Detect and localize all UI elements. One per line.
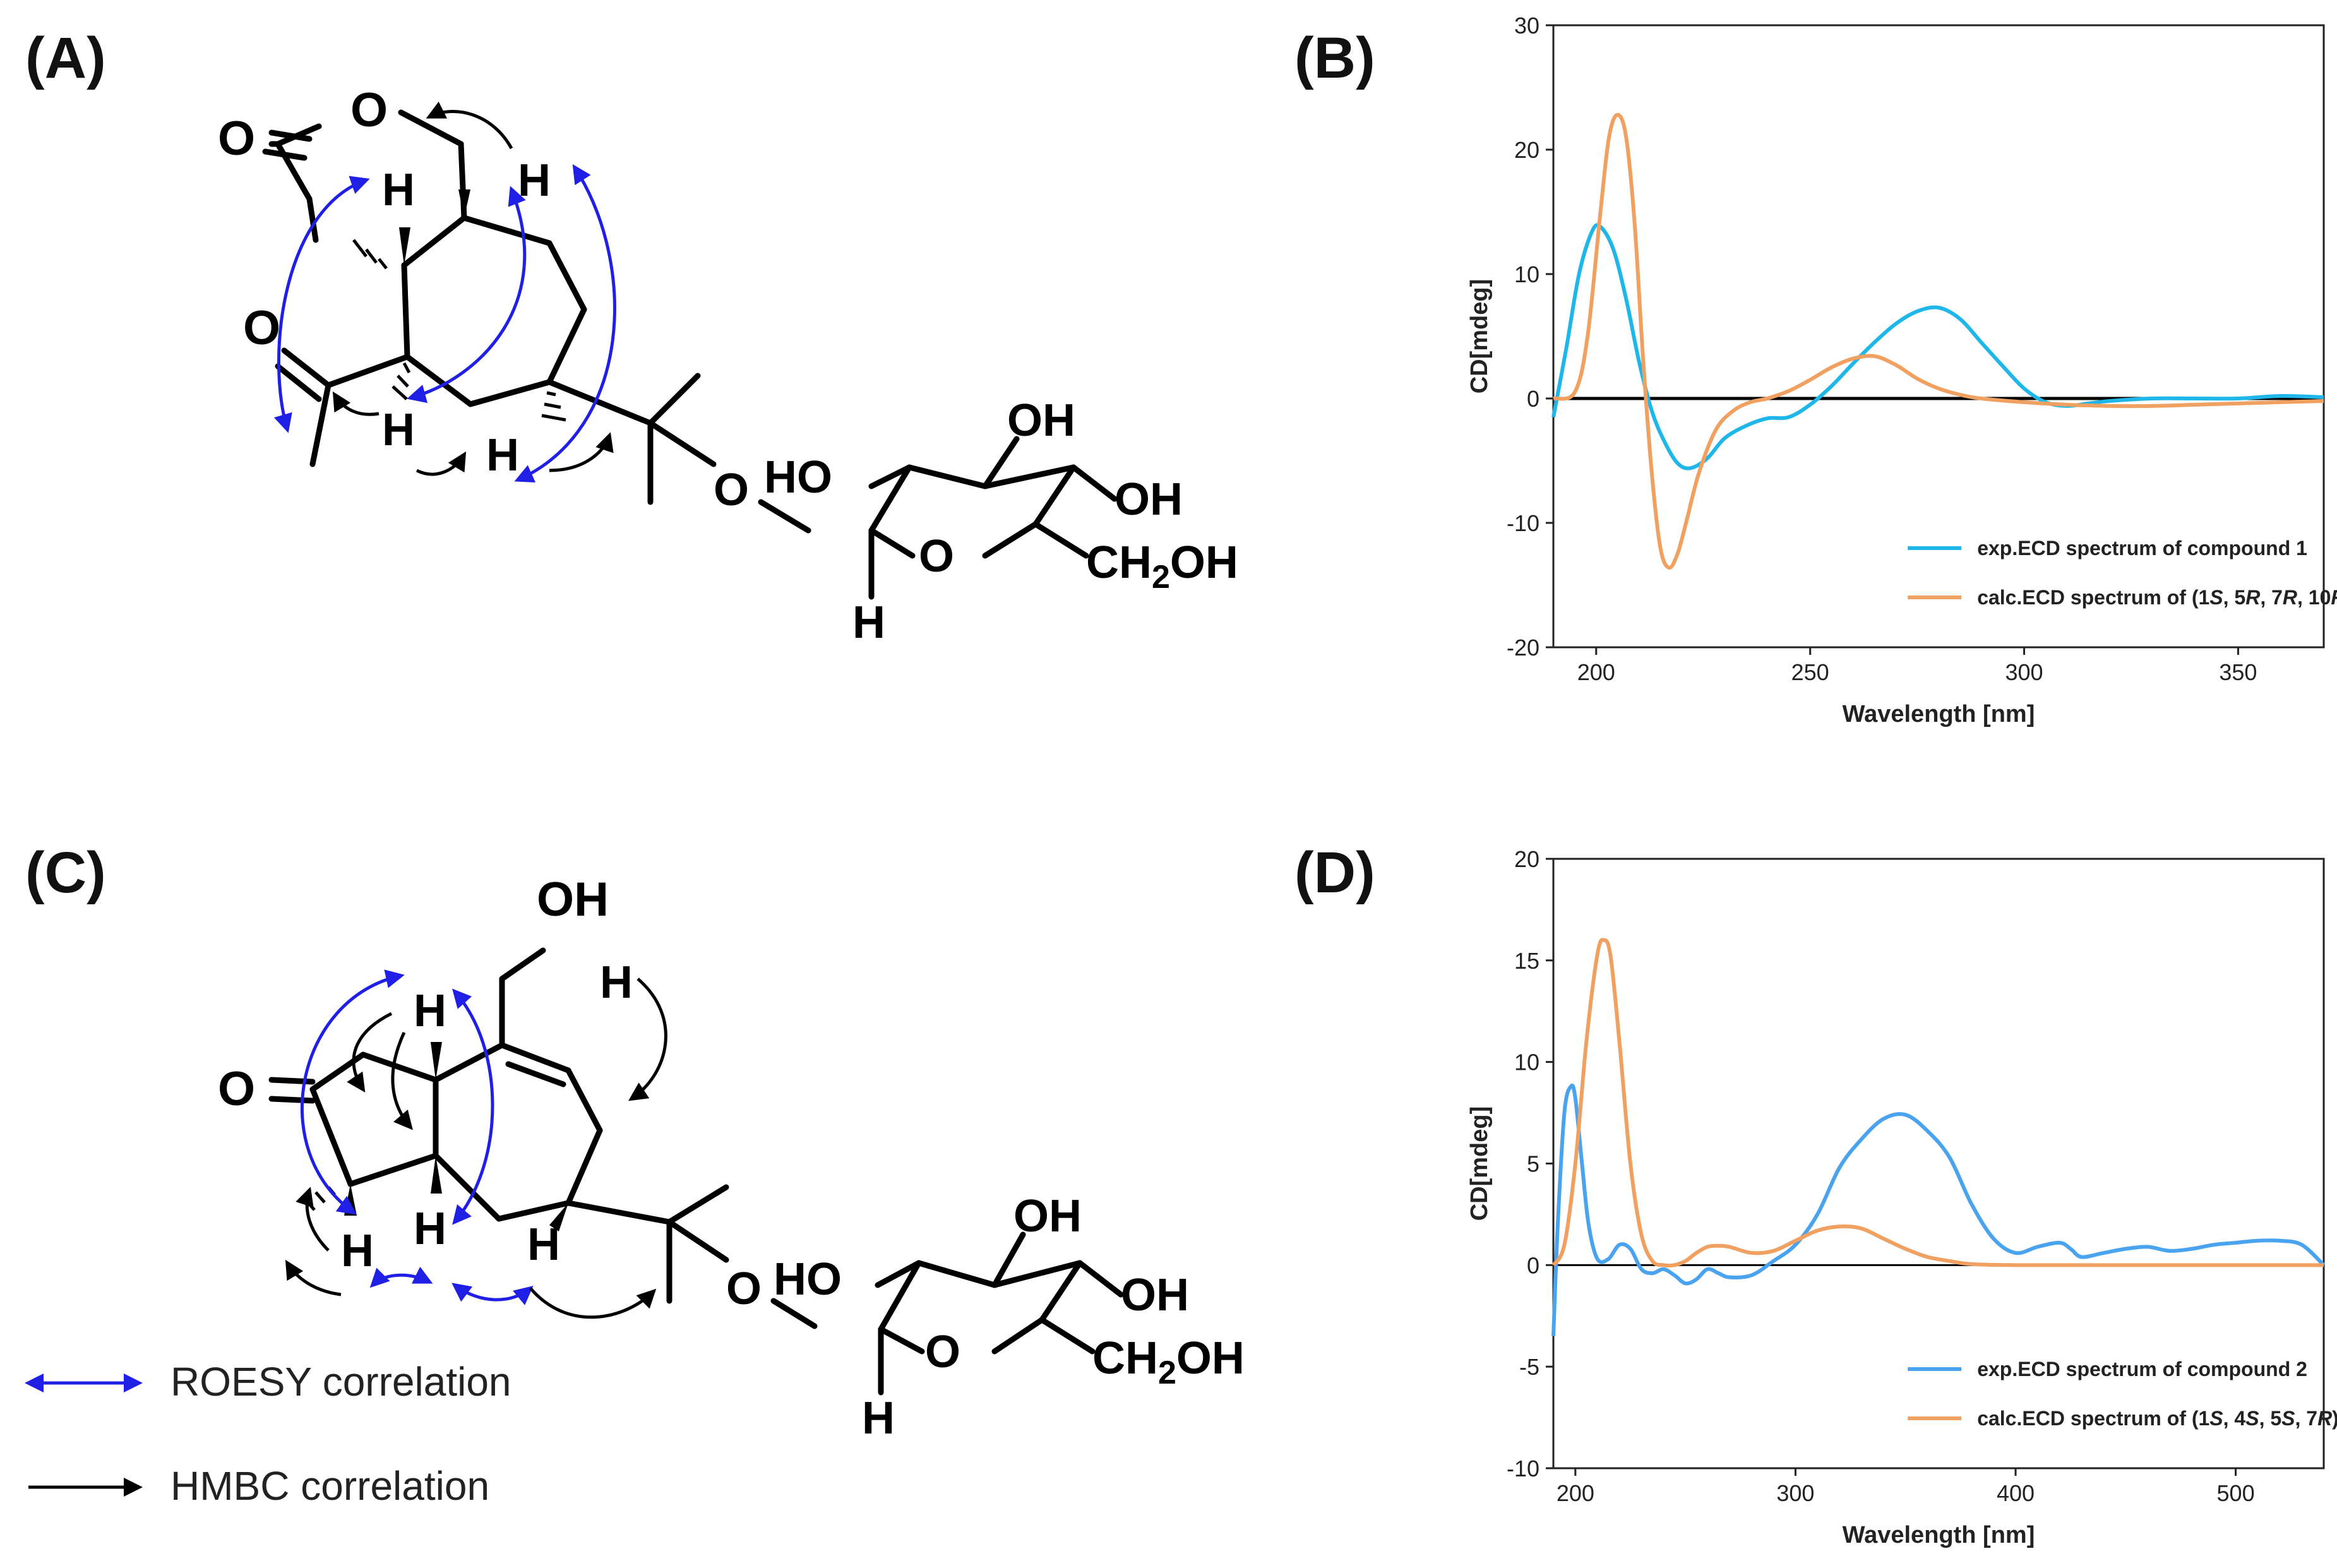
atom-h-3: H bbox=[382, 405, 415, 455]
atom-oh-1: OH bbox=[1013, 1191, 1082, 1242]
legend-label: exp.ECD spectrum of compound 1 bbox=[1977, 537, 2307, 560]
atom-ho: HO bbox=[774, 1254, 842, 1305]
wedge-bond bbox=[431, 1042, 442, 1080]
legend-label: exp.ECD spectrum of compound 2 bbox=[1977, 1358, 2307, 1380]
atom-oh-1: OH bbox=[1007, 395, 1075, 446]
x-tick-label: 300 bbox=[1776, 1480, 1814, 1506]
y-tick-label: 10 bbox=[1514, 261, 1539, 287]
roesy-legend-label: ROESY correlation bbox=[170, 1359, 511, 1404]
y-tick-label: 20 bbox=[1514, 137, 1539, 163]
atom-h-1: H bbox=[382, 165, 415, 215]
y-tick-label: 0 bbox=[1527, 1252, 1539, 1278]
atom-ch2oh: CH2OH bbox=[1086, 537, 1238, 595]
panel-label-c: (C) bbox=[25, 841, 106, 905]
y-tick-label: -10 bbox=[1507, 1456, 1539, 1481]
x-tick-label: 350 bbox=[2219, 659, 2257, 685]
atom-ho: HO bbox=[764, 452, 832, 503]
chart-d-ecd-compound-2: -10 -5 0 5 10 15 20 200 300 400 500 Wavelength [nm]… bbox=[1466, 846, 2337, 1548]
correlation-legend: ROESY correlation HMBC correlation bbox=[25, 1359, 511, 1509]
atom-o-sugar: O bbox=[919, 531, 954, 582]
panel-label-d: (D) bbox=[1294, 841, 1375, 905]
y-tick-label: 5 bbox=[1527, 1151, 1539, 1177]
hmbc-arrows-compound-2 bbox=[285, 978, 667, 1319]
atom-o-sugar: O bbox=[925, 1327, 960, 1377]
wedge-bond bbox=[549, 1203, 568, 1231]
panel-label-b: (B) bbox=[1294, 26, 1375, 90]
atom-o-ketone: O bbox=[218, 1062, 255, 1116]
atom-o-ring: O bbox=[350, 83, 388, 137]
atom-h-anomeric: H bbox=[862, 1393, 895, 1444]
y-tick-label: -20 bbox=[1507, 635, 1539, 661]
atom-oh-2: OH bbox=[1121, 1270, 1189, 1320]
x-tick-label: 200 bbox=[1557, 1480, 1594, 1506]
y-tick-label: 20 bbox=[1514, 846, 1539, 872]
y-tick-label: -10 bbox=[1507, 510, 1539, 536]
atom-h-4: H bbox=[486, 430, 519, 481]
atom-o-ether: O bbox=[714, 465, 749, 515]
series-line-exp bbox=[1551, 223, 2324, 470]
panel-label-a: (A) bbox=[25, 26, 106, 90]
atom-o-ether: O bbox=[726, 1264, 762, 1314]
atom-h-2: H bbox=[518, 155, 551, 206]
x-tick-label: 200 bbox=[1577, 659, 1615, 685]
plot-frame bbox=[1552, 24, 2325, 649]
x-axis-label: Wavelength [nm] bbox=[1843, 701, 2035, 727]
y-tick-label: 10 bbox=[1514, 1050, 1539, 1075]
series-line-calc bbox=[1553, 112, 2324, 570]
structure-compound-1: O O O H H H H O HO OH OH O CH2OH H bbox=[218, 83, 1238, 648]
hmbc-arrows-compound-1 bbox=[332, 101, 614, 476]
atom-ch2oh: CH2OH bbox=[1092, 1333, 1245, 1391]
roesy-arrows-compound-2 bbox=[300, 969, 534, 1305]
series-line-calc bbox=[1551, 938, 2324, 1268]
atom-o-ketone: O bbox=[243, 301, 280, 355]
x-tick-label: 300 bbox=[2005, 659, 2043, 685]
y-axis-label: CD[mdeg] bbox=[1466, 279, 1493, 394]
legend-label: calc.ECD spectrum of (1S, 5R, 7R, 10R)-1 bbox=[1977, 586, 2337, 609]
atom-o-carbonyl: O bbox=[218, 112, 255, 165]
legend-label: calc.ECD spectrum of (1S, 4S, 5S, 7R)-2 bbox=[1977, 1407, 2337, 1430]
y-tick-label: 15 bbox=[1514, 948, 1539, 974]
x-tick-label: 400 bbox=[1997, 1480, 2035, 1506]
atom-oh-top: OH bbox=[537, 873, 609, 926]
bonds-compound-2 bbox=[268, 947, 1124, 1396]
structure-compound-2: OH H O H H H H O HO OH OH O CH2OH H bbox=[218, 873, 1245, 1444]
y-tick-label: 0 bbox=[1527, 386, 1539, 412]
wedge-bond bbox=[458, 189, 470, 218]
y-tick-label: -5 bbox=[1519, 1354, 1539, 1380]
y-axis-label: CD[mdeg] bbox=[1466, 1106, 1493, 1221]
atom-h-3: H bbox=[341, 1226, 374, 1276]
atom-h-4: H bbox=[527, 1219, 560, 1270]
atom-oh-2: OH bbox=[1115, 474, 1183, 525]
x-axis-label: Wavelength [nm] bbox=[1843, 1522, 2035, 1548]
roesy-arrows-compound-1 bbox=[273, 164, 616, 482]
series-line-exp bbox=[1551, 1083, 2326, 1337]
atom-h-1: H bbox=[414, 986, 446, 1036]
y-tick-label: 30 bbox=[1514, 13, 1539, 39]
wedge-bond bbox=[431, 1156, 442, 1194]
atom-h-2: H bbox=[414, 1204, 446, 1254]
x-tick-label: 500 bbox=[2217, 1480, 2255, 1506]
atom-h-vinyl: H bbox=[600, 957, 633, 1008]
chart-b-ecd-compound-1: -20 -10 0 10 20 30 200 250 300 350 Wavelength [nm]… bbox=[1466, 13, 2337, 727]
atom-h-anomeric: H bbox=[852, 597, 885, 648]
x-tick-label: 250 bbox=[1791, 659, 1829, 685]
hmbc-legend-label: HMBC correlation bbox=[170, 1463, 489, 1509]
